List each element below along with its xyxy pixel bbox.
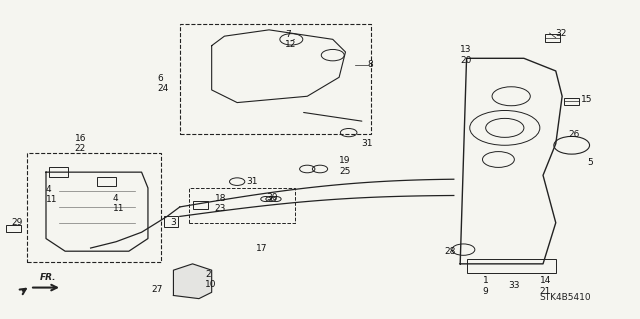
- Text: STK4B5410: STK4B5410: [540, 293, 591, 301]
- Text: 4
11: 4 11: [113, 194, 124, 213]
- Text: 30: 30: [266, 193, 277, 202]
- Text: 4
11: 4 11: [46, 185, 58, 204]
- Text: 33: 33: [508, 281, 520, 291]
- Text: 19
25: 19 25: [339, 156, 351, 175]
- Text: 32: 32: [556, 28, 567, 38]
- Text: 26: 26: [568, 130, 580, 139]
- Text: 2
10: 2 10: [205, 270, 217, 289]
- Text: 13
20: 13 20: [460, 45, 472, 65]
- Text: 1
9: 1 9: [483, 276, 488, 296]
- Text: 28: 28: [444, 247, 456, 256]
- Text: 7
12: 7 12: [285, 30, 296, 49]
- Text: 5: 5: [588, 158, 593, 167]
- Text: 6
24: 6 24: [157, 74, 169, 93]
- Text: 27: 27: [151, 285, 163, 294]
- Text: 18
23: 18 23: [215, 194, 227, 213]
- Text: 17: 17: [256, 243, 268, 253]
- Polygon shape: [173, 264, 212, 299]
- Text: FR.: FR.: [40, 273, 56, 282]
- Text: 14
21: 14 21: [540, 276, 551, 296]
- Text: 3: 3: [170, 218, 176, 227]
- Text: 31: 31: [362, 139, 373, 148]
- Text: 29: 29: [11, 218, 22, 227]
- Text: 15: 15: [581, 95, 593, 104]
- Text: 8: 8: [368, 60, 374, 69]
- Text: 31: 31: [246, 177, 258, 186]
- Text: 16
22: 16 22: [75, 134, 86, 153]
